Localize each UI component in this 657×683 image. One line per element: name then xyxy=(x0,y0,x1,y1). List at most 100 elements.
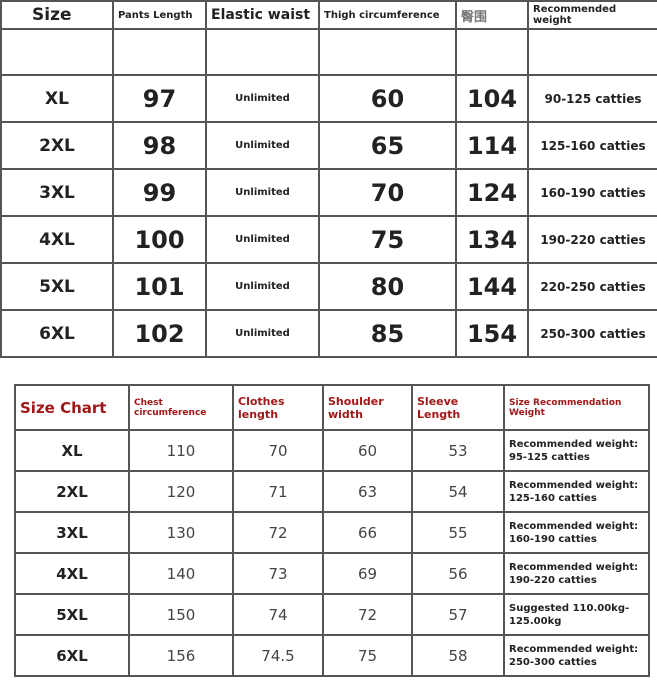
cell-thigh: 80 xyxy=(318,262,457,311)
cell-pants-length: 100 xyxy=(112,215,207,264)
cell-hip: 104 xyxy=(455,74,529,123)
cell-thigh: 60 xyxy=(318,74,457,123)
tops-row: 2XL 120 71 63 54 Recommended weight: 125-160 … xyxy=(14,470,650,513)
cell-weight: 190-220 catties xyxy=(527,215,657,264)
pants-row: 3XL 99 Unlimited 70 124 160-190 catties xyxy=(0,168,657,217)
cell-thigh: 75 xyxy=(318,215,457,264)
cell-shoulder: 63 xyxy=(322,470,413,513)
pants-row: 6XL 102 Unlimited 85 154 250-300 catties xyxy=(0,309,657,358)
cell-waist: Unlimited xyxy=(205,121,320,170)
cell-chest: 140 xyxy=(128,552,234,595)
tops-header-row: Size Chart Chest circumference Clothes l… xyxy=(14,384,650,431)
cell-recommendation: Recommended weight: 160-190 catties xyxy=(503,511,650,554)
cell-waist: Unlimited xyxy=(205,168,320,217)
header-weight: Recommended weight xyxy=(527,0,657,30)
cell-hip: 134 xyxy=(455,215,529,264)
cell-recommendation: Recommended weight: 95-125 catties xyxy=(503,429,650,472)
cell-size: 4XL xyxy=(14,552,130,595)
header-elastic-waist: Elastic waist xyxy=(205,0,320,30)
cell-shoulder: 60 xyxy=(322,429,413,472)
header-recommendation: Size Recommendation Weight xyxy=(503,384,650,431)
cell-sleeve: 58 xyxy=(411,634,505,677)
cell-pants-length: 97 xyxy=(112,74,207,123)
cell-chest: 120 xyxy=(128,470,234,513)
cell-hip: 154 xyxy=(455,309,529,358)
cell-size: 6XL xyxy=(0,309,114,358)
cell-size: 5XL xyxy=(14,593,130,636)
cell-size: 3XL xyxy=(0,168,114,217)
cell-clothes-length: 71 xyxy=(232,470,324,513)
cell-size: 3XL xyxy=(14,511,130,554)
cell-chest: 150 xyxy=(128,593,234,636)
header-hip: 臀围 xyxy=(455,0,529,30)
pants-row: XL 97 Unlimited 60 104 90-125 catties xyxy=(0,74,657,123)
cell-clothes-length: 70 xyxy=(232,429,324,472)
cell-size: 6XL xyxy=(14,634,130,677)
cell-hip: 144 xyxy=(455,262,529,311)
cell-thigh: 85 xyxy=(318,309,457,358)
cell-weight: 250-300 catties xyxy=(527,309,657,358)
cell-sleeve: 55 xyxy=(411,511,505,554)
cell-thigh: 70 xyxy=(318,168,457,217)
cell-size: XL xyxy=(0,74,114,123)
cell-recommendation: Suggested 110.00kg-125.00kg xyxy=(503,593,650,636)
cell-thigh: 65 xyxy=(318,121,457,170)
tops-row: 6XL 156 74.5 75 58 Recommended weight: 250-30… xyxy=(14,634,650,677)
pants-size-table: Size Pants Length Elastic waist Thigh ci… xyxy=(0,0,657,358)
cell-pants-length: 98 xyxy=(112,121,207,170)
header-thigh: Thigh circumference xyxy=(318,0,457,30)
cell-recommendation: Recommended weight: 125-160 catties xyxy=(503,470,650,513)
header-sleeve: Sleeve Length xyxy=(411,384,505,431)
cell-shoulder: 69 xyxy=(322,552,413,595)
cell-clothes-length: 74 xyxy=(232,593,324,636)
header-size: Size xyxy=(0,0,114,30)
cell-pants-length: 102 xyxy=(112,309,207,358)
cell-chest: 156 xyxy=(128,634,234,677)
cell-chest: 110 xyxy=(128,429,234,472)
pants-row: 4XL 100 Unlimited 75 134 190-220 catties xyxy=(0,215,657,264)
pants-row: 5XL 101 Unlimited 80 144 220-250 catties xyxy=(0,262,657,311)
cell-chest: 130 xyxy=(128,511,234,554)
cell-weight: 220-250 catties xyxy=(527,262,657,311)
tops-row: XL 110 70 60 53 Recommended weight: 95-125 ca… xyxy=(14,429,650,472)
cell-sleeve: 53 xyxy=(411,429,505,472)
cell-clothes-length: 74.5 xyxy=(232,634,324,677)
header-size-chart: Size Chart xyxy=(14,384,130,431)
cell-shoulder: 75 xyxy=(322,634,413,677)
empty-row xyxy=(0,28,657,76)
cell-shoulder: 66 xyxy=(322,511,413,554)
cell-waist: Unlimited xyxy=(205,215,320,264)
cell-clothes-length: 73 xyxy=(232,552,324,595)
cell-pants-length: 99 xyxy=(112,168,207,217)
cell-size: 2XL xyxy=(0,121,114,170)
cell-sleeve: 54 xyxy=(411,470,505,513)
cell-sleeve: 57 xyxy=(411,593,505,636)
cell-hip: 124 xyxy=(455,168,529,217)
header-clothes-length: Clothes length xyxy=(232,384,324,431)
cell-size: XL xyxy=(14,429,130,472)
tops-row: 5XL 150 74 72 57 Suggested 110.00kg-125.00kg xyxy=(14,593,650,636)
tops-row: 4XL 140 73 69 56 Recommended weight: 190-220 … xyxy=(14,552,650,595)
header-chest: Chest circumference xyxy=(128,384,234,431)
cell-weight: 125-160 catties xyxy=(527,121,657,170)
cell-weight: 160-190 catties xyxy=(527,168,657,217)
cell-size: 4XL xyxy=(0,215,114,264)
cell-waist: Unlimited xyxy=(205,309,320,358)
pants-row: 2XL 98 Unlimited 65 114 125-160 catties xyxy=(0,121,657,170)
header-pants-length: Pants Length xyxy=(112,0,207,30)
tops-row: 3XL 130 72 66 55 Recommended weight: 160-190 … xyxy=(14,511,650,554)
tops-size-table: Size Chart Chest circumference Clothes l… xyxy=(14,384,650,677)
cell-recommendation: Recommended weight: 190-220 catties xyxy=(503,552,650,595)
cell-waist: Unlimited xyxy=(205,74,320,123)
cell-sleeve: 56 xyxy=(411,552,505,595)
cell-size: 5XL xyxy=(0,262,114,311)
pants-header-row: Size Pants Length Elastic waist Thigh ci… xyxy=(0,0,657,30)
header-shoulder: Shoulder width xyxy=(322,384,413,431)
cell-size: 2XL xyxy=(14,470,130,513)
cell-clothes-length: 72 xyxy=(232,511,324,554)
cell-hip: 114 xyxy=(455,121,529,170)
cell-weight: 90-125 catties xyxy=(527,74,657,123)
cell-shoulder: 72 xyxy=(322,593,413,636)
cell-waist: Unlimited xyxy=(205,262,320,311)
cell-recommendation: Recommended weight: 250-300 catties xyxy=(503,634,650,677)
